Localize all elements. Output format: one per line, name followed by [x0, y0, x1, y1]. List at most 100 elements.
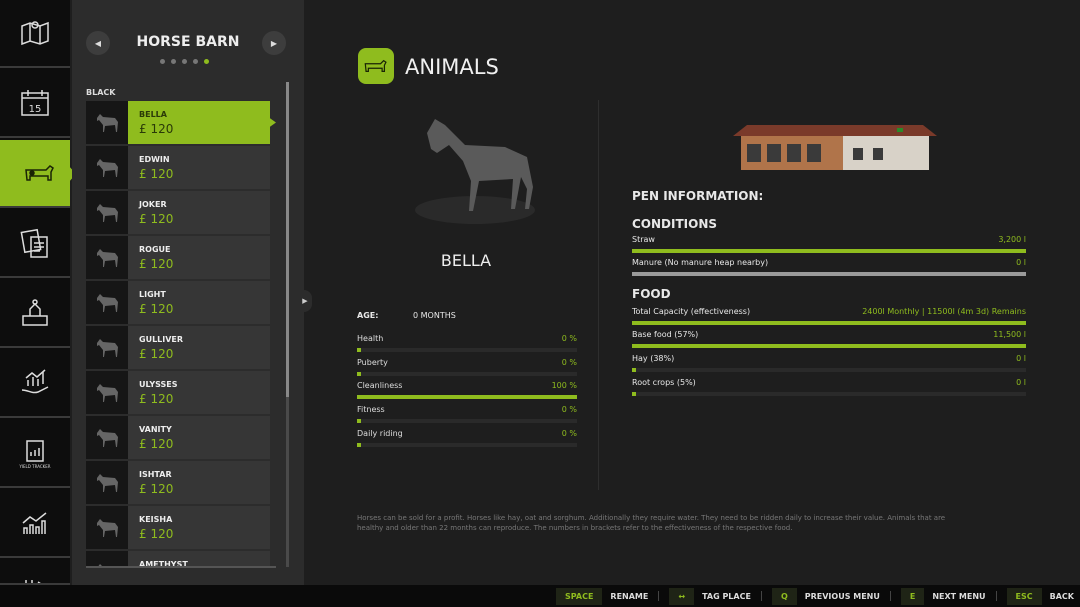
horse-icon: [97, 428, 118, 447]
animal-price: £ 120: [139, 212, 174, 226]
stat-value: 0 %: [561, 357, 577, 367]
animal-info: ULYSSES £ 120: [128, 371, 178, 414]
action-label[interactable]: TAG PLACE: [702, 591, 751, 601]
barn-image: [733, 125, 937, 170]
conditions-value: 0 l: [1016, 258, 1026, 267]
animal-name: ULYSSES: [139, 380, 178, 389]
scrollbar-thumb[interactable]: [286, 82, 289, 397]
horse-thumbnail: [86, 281, 128, 324]
page-dot-active[interactable]: [204, 59, 209, 64]
food-value: 0 l: [1016, 378, 1026, 387]
stat-row: Puberty 0 %: [357, 358, 577, 376]
food-title: FOOD: [632, 287, 671, 301]
stat-progress-fill: [357, 395, 577, 400]
page-dot[interactable]: [171, 59, 176, 64]
animal-list-panel: ◀ HORSE BARN ▶ BLACK BELLA £ 120 EDWIN £ 12…: [72, 0, 304, 585]
stat-progress-bar: [357, 419, 577, 424]
action-label[interactable]: BACK: [1049, 591, 1074, 601]
animals-icon: [25, 165, 54, 181]
progress-fill: [632, 344, 1026, 348]
help-icon: [25, 580, 41, 583]
horse-thumbnail: [86, 191, 128, 234]
animal-list-item[interactable]: ISHTAR £ 120: [86, 461, 270, 504]
tab-animals[interactable]: [0, 140, 76, 208]
action-label[interactable]: RENAME: [610, 591, 649, 601]
horse-thumbnail: [86, 416, 128, 459]
svg-text:YIELD TRACKER: YIELD TRACKER: [18, 464, 50, 469]
horse-thumbnail: [86, 146, 128, 189]
animal-price: £ 120: [139, 482, 174, 496]
key-hint[interactable]: E: [900, 587, 925, 605]
horse-icon: [97, 113, 118, 132]
animal-name: AMETHYST: [139, 560, 188, 567]
previous-barn-button[interactable]: ◀: [86, 31, 110, 55]
animal-list-item[interactable]: EDWIN £ 120: [86, 146, 270, 189]
page-dot[interactable]: [182, 59, 187, 64]
scrollbar[interactable]: [286, 82, 289, 567]
horse-thumbnail: [86, 461, 128, 504]
animal-list-item[interactable]: ULYSSES £ 120: [86, 371, 270, 414]
stat-progress-bar: [357, 442, 577, 447]
sidebar: 15 YIELD TRACKER: [0, 0, 76, 585]
horse-image: [415, 119, 535, 224]
tab-statistics[interactable]: [0, 490, 70, 558]
tab-production[interactable]: [0, 280, 70, 348]
stat-progress-fill: [357, 442, 361, 447]
barn-title: HORSE BARN: [136, 34, 240, 50]
animal-info: BELLA £ 120: [128, 101, 173, 144]
animal-list-item[interactable]: VANITY £ 120: [86, 416, 270, 459]
animal-name: ROGUE: [139, 245, 171, 254]
animal-info: ROGUE £ 120: [128, 236, 173, 279]
page-dot[interactable]: [193, 59, 198, 64]
collapse-panel-button[interactable]: ▶: [298, 290, 312, 312]
stat-progress-bar: [357, 395, 577, 400]
animal-list-item[interactable]: LIGHT £ 120: [86, 281, 270, 324]
separator: [760, 591, 762, 601]
animal-list-item[interactable]: JOKER £ 120: [86, 191, 270, 234]
horse-icon: [97, 158, 118, 177]
animal-list-item[interactable]: KEISHA £ 120: [86, 506, 270, 549]
svg-text:15: 15: [29, 104, 42, 115]
action-label[interactable]: PREVIOUS MENU: [804, 591, 880, 601]
tab-calendar[interactable]: 15: [0, 70, 70, 138]
horse-icon: [97, 473, 118, 492]
stat-progress-bar: [357, 348, 577, 352]
next-barn-button[interactable]: ▶: [262, 31, 286, 55]
animal-name: EDWIN: [139, 155, 170, 164]
animal-list-item[interactable]: GULLIVER £ 120: [86, 326, 270, 369]
progress-bar: [632, 249, 1026, 253]
progress-fill: [632, 249, 1026, 253]
key-hint[interactable]: ESC: [1006, 587, 1042, 605]
animal-list-item[interactable]: AMETHYST£ 120: [86, 551, 270, 567]
stat-value: 0 %: [561, 428, 577, 438]
age-value: 0 MONTHS: [413, 311, 456, 320]
action-label[interactable]: NEXT MENU: [932, 591, 986, 601]
page-dot[interactable]: [160, 59, 165, 64]
food-label: Hay (38%): [632, 354, 675, 363]
separator: [995, 591, 997, 601]
tab-map[interactable]: [0, 0, 70, 68]
animals-header-icon: [358, 48, 394, 84]
tab-help[interactable]: [0, 560, 70, 585]
finances-icon: [21, 369, 49, 394]
tab-yield-tracker[interactable]: YIELD TRACKER: [0, 420, 70, 488]
separator: [889, 591, 891, 601]
tab-contracts[interactable]: [0, 210, 70, 278]
food-row: Total Capacity (effectiveness) 2400l Mont…: [632, 307, 1026, 325]
animal-list-item[interactable]: ROGUE £ 120: [86, 236, 270, 279]
animal-list-item[interactable]: BELLA £ 120: [86, 101, 276, 144]
stat-row: Cleanliness 100 %: [357, 381, 577, 400]
tab-finances[interactable]: [0, 350, 70, 418]
animal-name: GULLIVER: [139, 335, 184, 344]
key-hint[interactable]: SPACE: [556, 587, 603, 605]
progress-fill: [632, 272, 1026, 276]
horse-icon: [97, 203, 118, 222]
food-row: Root crops (5%) 0 l: [632, 378, 1026, 396]
conditions-row: Straw 3,200 l: [632, 235, 1026, 253]
key-hint[interactable]: ↔: [669, 587, 695, 605]
food-value: 11,500 l: [993, 330, 1026, 339]
progress-bar: [632, 368, 1026, 372]
key-hint[interactable]: Q: [771, 587, 797, 605]
animal-name: KEISHA: [139, 515, 173, 524]
food-row: Hay (38%) 0 l: [632, 354, 1026, 372]
